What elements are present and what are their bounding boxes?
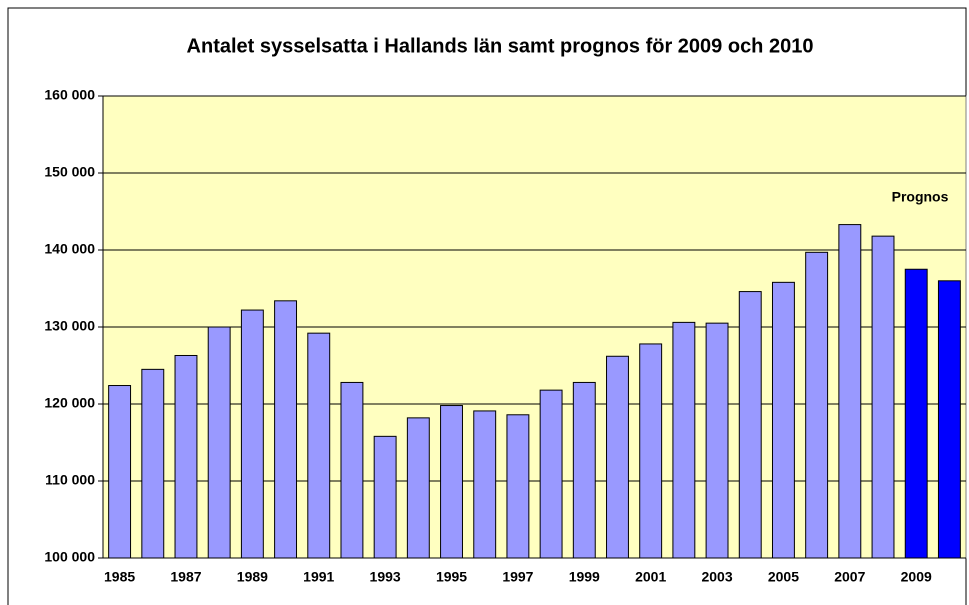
x-tick-label: 1997 xyxy=(502,569,533,585)
bar xyxy=(771,281,795,559)
x-tick-label: 1993 xyxy=(370,569,401,585)
bar xyxy=(572,381,596,559)
bar xyxy=(838,224,862,559)
bar xyxy=(871,235,895,559)
bar xyxy=(340,381,364,559)
chart-title: Antalet sysselsatta i Hallands län samt … xyxy=(187,35,814,57)
bar xyxy=(108,385,132,559)
y-tick-label: 100 000 xyxy=(44,549,95,565)
x-tick-label: 2003 xyxy=(701,569,732,585)
bar xyxy=(639,343,663,559)
x-tick-label: 1991 xyxy=(303,569,334,585)
bar xyxy=(473,410,497,559)
y-tick-label: 130 000 xyxy=(44,318,95,334)
y-tick-label: 150 000 xyxy=(44,164,95,180)
bar xyxy=(805,251,829,559)
bar xyxy=(738,291,762,559)
x-tick-label: 2001 xyxy=(635,569,666,585)
bar xyxy=(373,435,397,559)
bar xyxy=(506,414,530,559)
annotation: Prognos xyxy=(892,189,949,205)
y-tick-label: 140 000 xyxy=(44,241,95,257)
x-tick-label: 1987 xyxy=(170,569,201,585)
x-tick-label: 1995 xyxy=(436,569,467,585)
x-tick-label: 2007 xyxy=(834,569,865,585)
y-tick-label: 110 000 xyxy=(45,472,95,488)
bar xyxy=(904,268,928,559)
bar xyxy=(406,417,430,559)
bar xyxy=(141,368,165,559)
y-tick-label: 160 000 xyxy=(44,87,95,103)
bar xyxy=(240,309,264,559)
bar xyxy=(705,322,729,559)
bar xyxy=(274,300,298,559)
x-tick-label: 2009 xyxy=(901,569,932,585)
bar xyxy=(937,280,961,559)
bar xyxy=(539,389,563,559)
bar xyxy=(174,354,198,559)
x-tick-label: 1989 xyxy=(237,569,268,585)
y-tick-label: 120 000 xyxy=(44,395,95,411)
bar xyxy=(307,332,331,559)
x-tick-label: 2005 xyxy=(768,569,799,585)
x-tick-label: 1999 xyxy=(569,569,600,585)
bar xyxy=(207,326,231,559)
bar xyxy=(672,321,696,559)
bar xyxy=(606,355,629,559)
x-tick-label: 1985 xyxy=(104,569,135,585)
bar xyxy=(440,405,463,559)
